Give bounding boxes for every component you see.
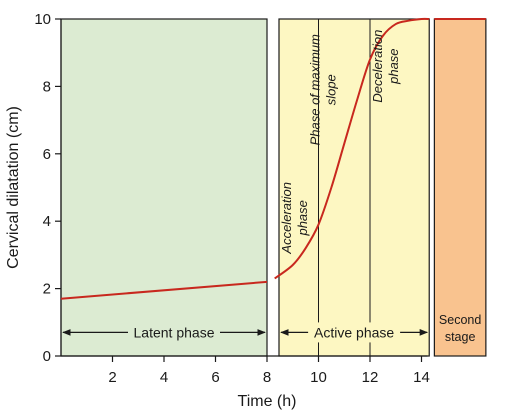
x-tick-label: 14 <box>413 369 430 386</box>
x-tick-label: 8 <box>263 369 271 386</box>
x-axis-title: Time (h) <box>238 393 297 410</box>
x-tick-label: 4 <box>160 369 168 386</box>
dilatation-curve-active <box>274 17 430 280</box>
y-tick-label: 6 <box>43 146 51 163</box>
y-tick-label: 4 <box>43 213 51 230</box>
y-tick-label: 8 <box>43 78 51 95</box>
dilatation-curve <box>60 280 268 300</box>
active-label-background <box>308 322 401 343</box>
y-axis-ticks: 0 2 4 6 8 10 <box>34 11 61 365</box>
max-slope-phase-label: Phase of maximum slope <box>308 34 339 145</box>
latent-region <box>60 18 268 357</box>
x-axis-ticks: 2 4 6 8 10 12 14 <box>108 356 430 386</box>
x-tick-label: 2 <box>108 369 116 386</box>
acceleration-line1: Acceleration <box>279 182 294 255</box>
x-tick-label: 10 <box>310 369 327 386</box>
second-stage-label-line2: stage <box>445 330 476 344</box>
y-tick-label: 2 <box>43 281 51 298</box>
second-stage-label-line1: Second <box>439 313 481 327</box>
active-region <box>278 18 430 357</box>
y-axis-title: Cervical dilatation (cm) <box>5 106 22 269</box>
x-tick-label: 12 <box>362 369 379 386</box>
y-tick-label: 10 <box>34 11 51 28</box>
latent-label-background <box>128 322 220 343</box>
x-tick-label: 6 <box>211 369 219 386</box>
deceleration-phase-label: Deceleration phase <box>370 30 401 103</box>
active-phase-label: Active phase <box>314 324 394 340</box>
max-slope-line1: Phase of maximum <box>308 34 323 145</box>
deceleration-line1: Deceleration <box>370 30 385 103</box>
latent-phase-label: Latent phase <box>134 324 215 340</box>
y-tick-label: 0 <box>43 348 51 365</box>
deceleration-line2: phase <box>386 48 401 84</box>
acceleration-line2: phase <box>295 200 310 236</box>
max-slope-line2: slope <box>324 74 339 105</box>
second-stage-region <box>433 18 487 357</box>
acceleration-phase-label: Acceleration phase <box>279 182 310 255</box>
